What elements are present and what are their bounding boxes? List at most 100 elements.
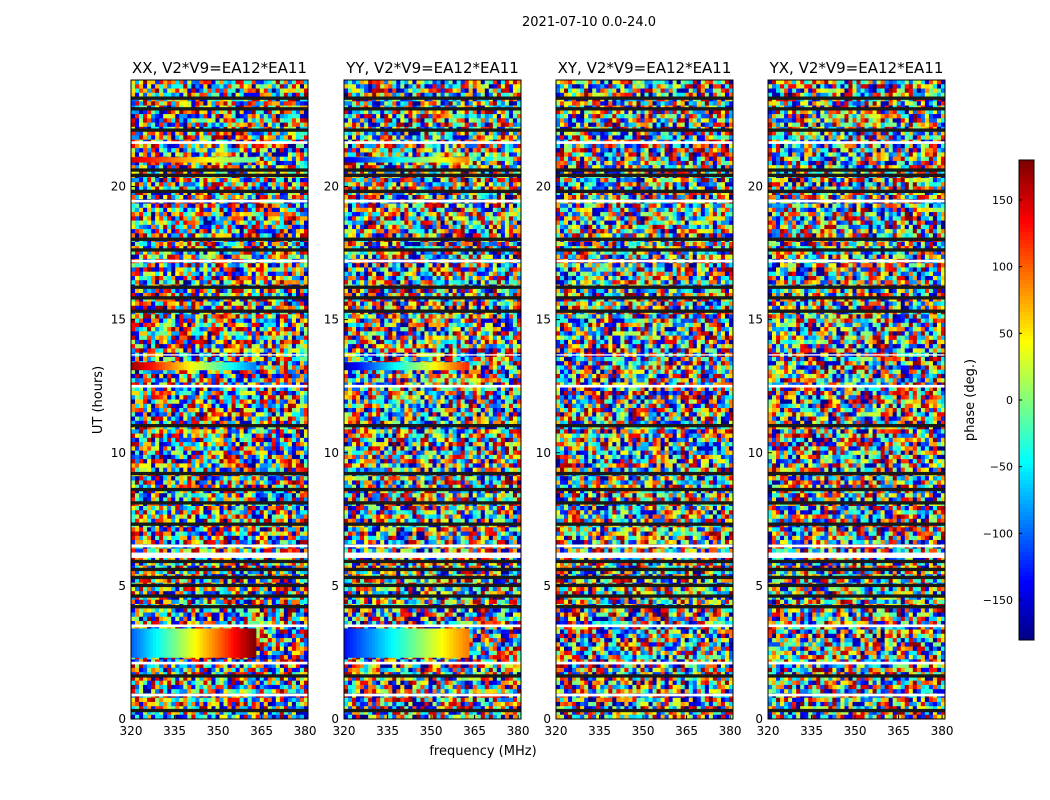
heatmap-cell [211,339,216,345]
heatmap-cell [139,344,144,349]
heatmap-cell [135,109,140,115]
heatmap-cell [147,373,152,379]
heatmap-cell [179,442,184,447]
heatmap-cell [135,267,140,273]
heatmap-cell [183,463,188,469]
heatmap-cell [279,80,285,85]
heatmap-cell [211,369,216,375]
heatmap-cell [263,497,269,503]
heatmap-cell [227,527,232,532]
heatmap-cell [259,250,265,256]
heatmap-cell [143,220,148,226]
heatmap-cell [147,212,152,217]
heatmap-cell [291,80,297,85]
heatmap-cell [183,437,188,443]
heatmap-cell [243,412,249,417]
heatmap-cell [175,378,180,383]
heatmap-cell [167,195,172,200]
heatmap-cell [259,459,265,464]
heatmap-cell [267,386,273,392]
heatmap-cell [211,420,216,426]
heatmap-cell [195,131,200,136]
heatmap-cell [251,425,257,430]
heatmap-cell [199,195,204,200]
heatmap-cell [299,216,305,221]
heatmap-cell [187,403,192,409]
heatmap-cell [271,322,277,328]
heatmap-cell [239,271,245,277]
heatmap-cell [271,356,277,362]
heatmap-cell [275,531,281,537]
heatmap-cell [151,135,156,141]
heatmap-cell [183,148,188,153]
heatmap-cell [199,271,204,277]
heatmap-cell [191,314,196,319]
heatmap-cell [211,293,216,298]
heatmap-cell [251,484,257,490]
heatmap-cell [231,267,236,273]
heatmap-cell [143,263,148,268]
heatmap-cell [139,207,144,213]
heatmap-cell [283,403,289,409]
heatmap-cell [175,101,180,106]
heatmap-cell [155,186,160,192]
heatmap-cell [279,476,285,481]
heatmap-cell [291,169,297,175]
heatmap-cell [207,109,212,115]
heatmap-cell [183,280,188,285]
heatmap-cell [259,437,265,443]
heatmap-cell [207,318,212,324]
heatmap-cell [271,484,277,490]
heatmap-cell [159,118,164,123]
heatmap-cell [235,297,241,302]
heatmap-cell [207,182,212,187]
heatmap-cell [167,229,172,234]
heatmap-cell [251,531,257,537]
heatmap-cell [243,275,249,281]
heatmap-cell [275,288,281,294]
heatmap-cell [215,190,220,196]
heatmap-cell [187,195,192,200]
heatmap-cell [263,114,269,119]
heatmap-cell [299,514,305,520]
heatmap-cell [251,207,257,213]
heatmap-cell [135,263,140,268]
heatmap-cell [175,454,180,460]
heatmap-cell [147,165,152,170]
heatmap-cell [171,101,176,106]
heatmap-cell [155,484,160,490]
heatmap-cell [231,190,236,196]
heatmap-cell [235,165,241,170]
heatmap-cell [219,160,224,166]
heatmap-cell [271,156,277,162]
heatmap-cell [155,420,160,426]
heatmap-cell [187,263,192,268]
heatmap-cell [303,80,309,85]
heatmap-cell [147,561,152,567]
heatmap-cell [211,403,216,409]
heatmap-cell [287,305,293,311]
heatmap-cell [207,454,212,460]
heatmap-cell [279,395,285,400]
heatmap-cell [171,356,176,362]
heatmap-cell [283,339,289,345]
heatmap-cell [255,395,261,400]
heatmap-cell [135,271,140,277]
heatmap-cell [195,80,200,85]
heatmap-cell [243,339,249,345]
heatmap-cell [279,275,285,281]
heatmap-cell [167,527,172,532]
heatmap-cell [167,305,172,311]
heatmap-cell [287,275,293,281]
heatmap-cell [287,446,293,452]
heatmap-cell [131,224,136,230]
heatmap-cell [175,322,180,328]
heatmap-cell [207,177,212,183]
heatmap-cell [147,446,152,452]
heatmap-cell [251,80,257,85]
heatmap-cell [303,322,309,328]
heatmap-cell [211,267,216,273]
heatmap-cell [191,327,196,332]
heatmap-cell [291,143,297,149]
heatmap-cell [303,254,309,260]
